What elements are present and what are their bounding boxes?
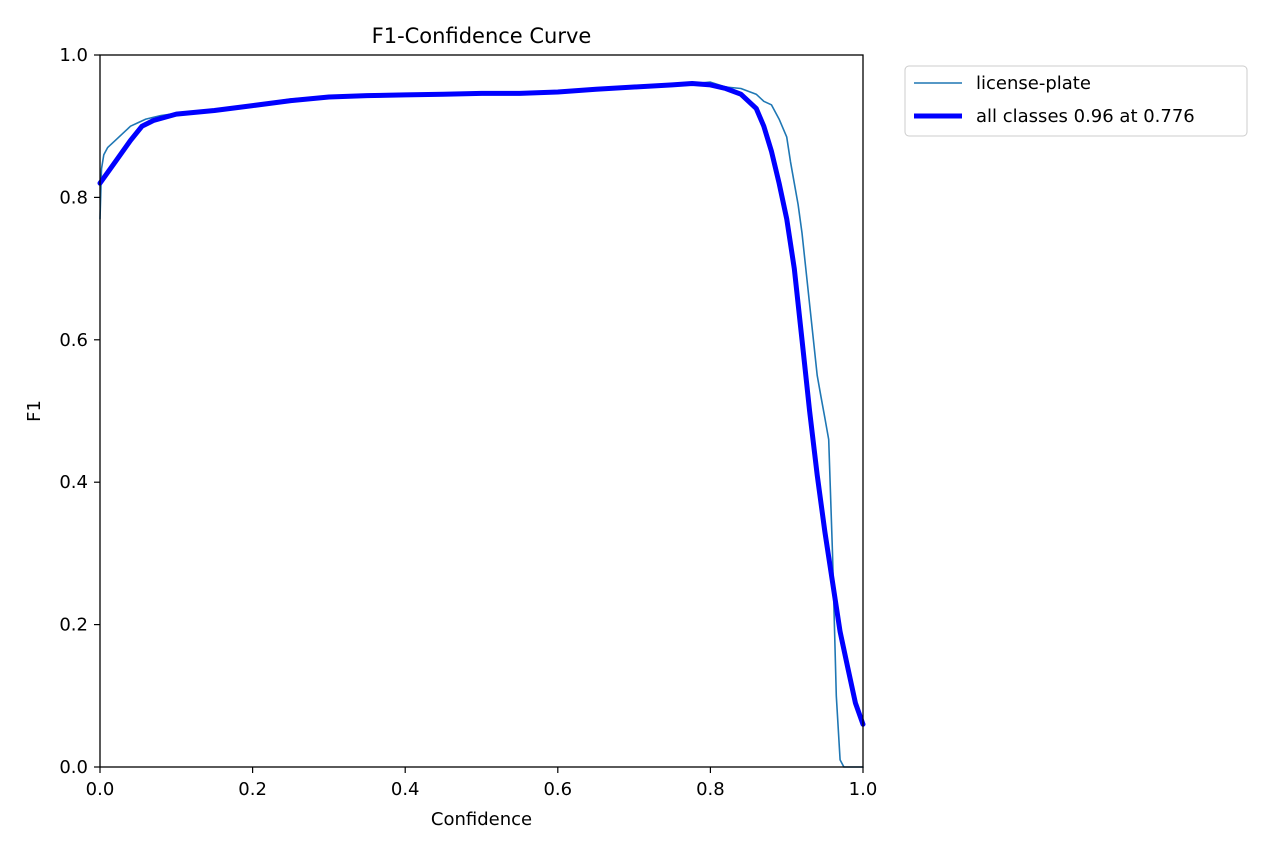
y-tick-label: 0.6: [59, 330, 88, 351]
y-tick-label: 0.0: [59, 757, 88, 778]
x-axis-label: Confidence: [431, 809, 532, 830]
x-tick-label: 0.2: [238, 779, 267, 800]
legend-label-all-classes: all classes 0.96 at 0.776: [976, 106, 1195, 127]
y-tick-label: 1.0: [59, 45, 88, 66]
y-axis-label: F1: [24, 400, 45, 422]
x-tick-label: 0.6: [543, 779, 572, 800]
series-line-all-classes: [97, 81, 866, 727]
y-tick-label: 0.8: [59, 187, 88, 208]
y-tick-label: 0.2: [59, 615, 88, 636]
legend-box: [904, 65, 1248, 137]
x-tick-label: 0.0: [86, 779, 115, 800]
plot-frame: [99, 54, 864, 768]
legend: license-plate all classes 0.96 at 0.776: [904, 65, 1248, 137]
series-line-license-plate: [99, 81, 864, 768]
x-tick-label: 1.0: [849, 779, 878, 800]
y-tick-label: 0.4: [59, 472, 88, 493]
legend-label-license-plate: license-plate: [976, 73, 1091, 94]
x-axis-ticks: 0.0 0.2 0.4 0.6 0.8 1.0: [86, 767, 878, 800]
x-tick-label: 0.8: [696, 779, 725, 800]
y-axis-ticks: 0.0 0.2 0.4 0.6 0.8 1.0: [59, 45, 100, 778]
plot-content: [97, 81, 866, 768]
x-tick-label: 0.4: [391, 779, 420, 800]
chart-title: F1-Confidence Curve: [372, 24, 592, 48]
